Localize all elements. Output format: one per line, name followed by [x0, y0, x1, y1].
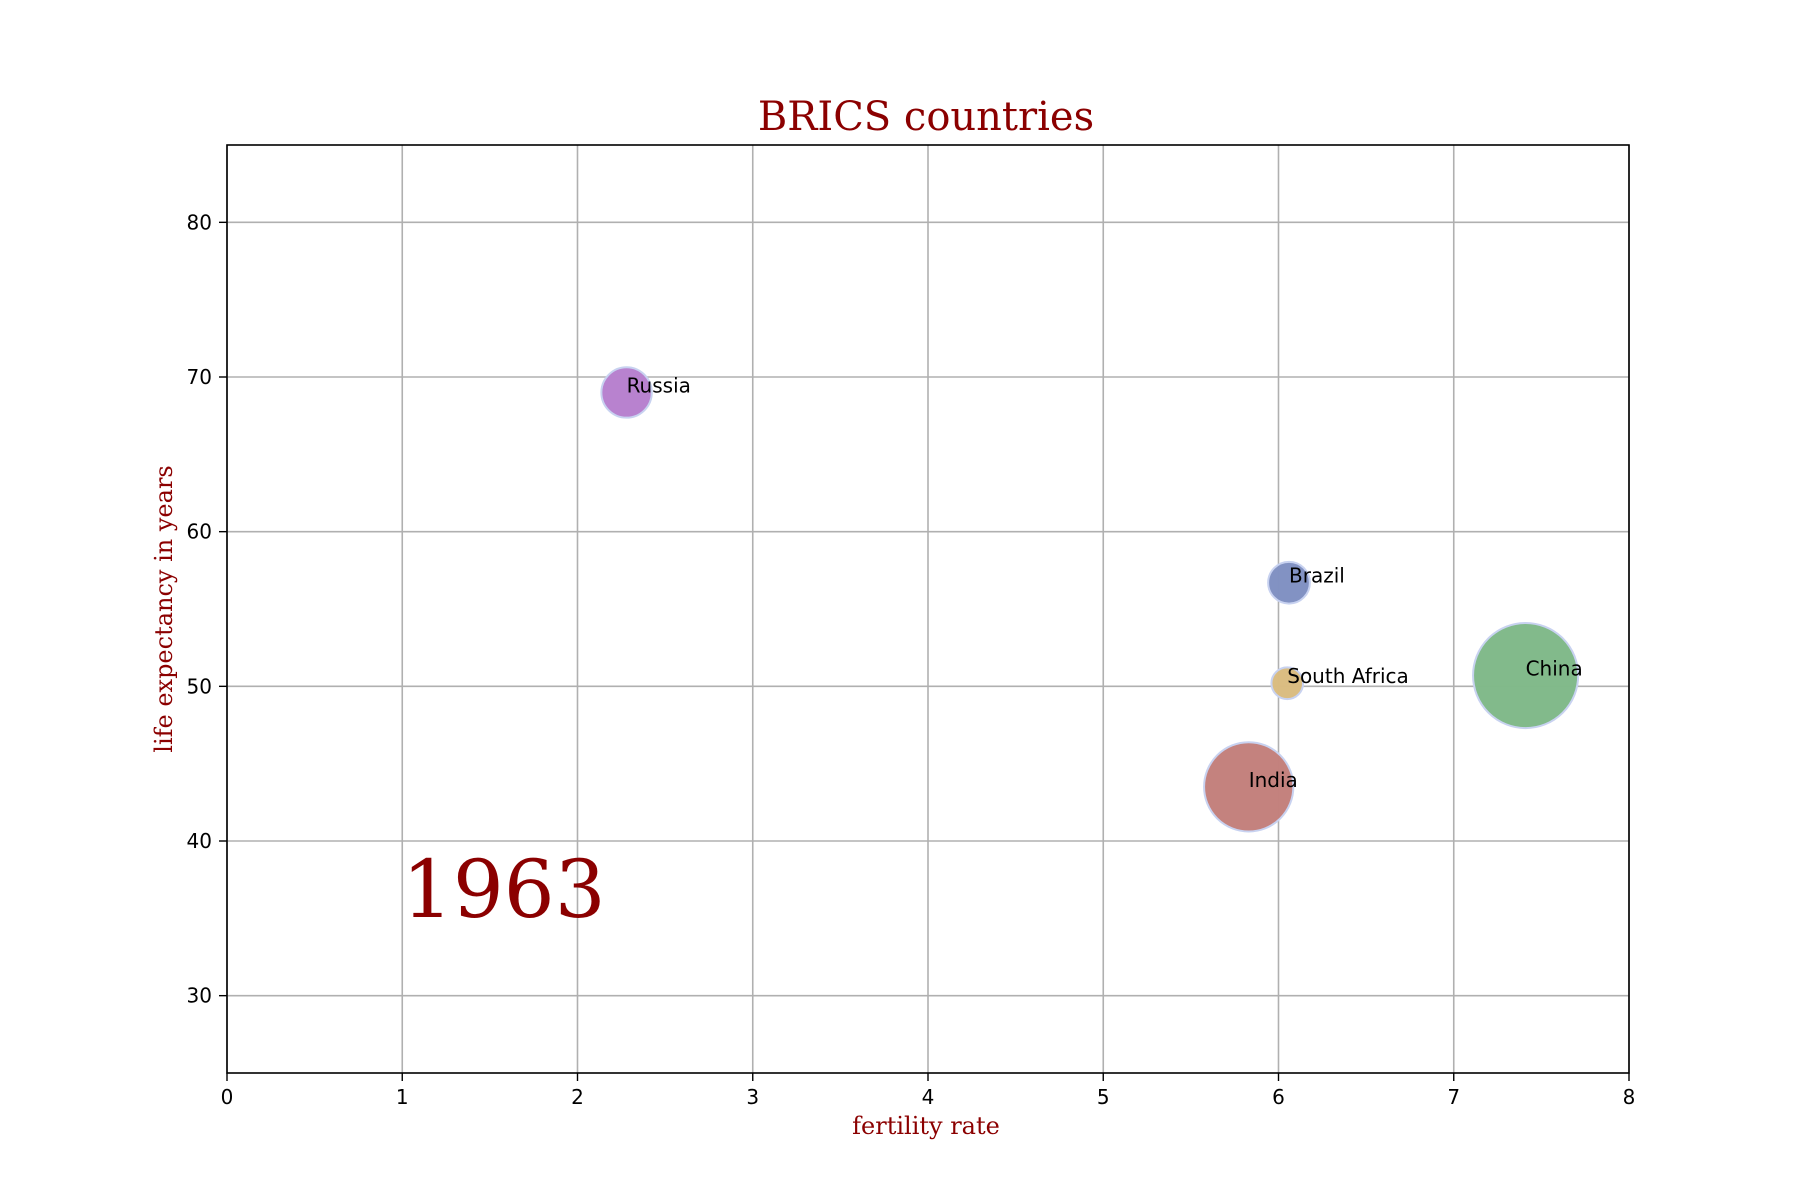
x-tick-label: 0: [221, 1085, 234, 1109]
y-tick-label: 70: [187, 365, 212, 389]
y-tick-label: 80: [187, 210, 212, 234]
y-tick-label: 60: [187, 520, 212, 544]
bubble-label-india: India: [1249, 768, 1298, 792]
year-annotation: 1963: [402, 843, 606, 936]
x-tick-label: 6: [1272, 1085, 1285, 1109]
x-tick-label: 1: [396, 1085, 409, 1109]
x-tick-label: 5: [1097, 1085, 1110, 1109]
bubble-russia: [600, 366, 653, 419]
bubble-china: [1472, 621, 1580, 730]
bubble-label-russia: Russia: [627, 373, 691, 397]
y-axis-label: life expectancy in years: [150, 465, 178, 752]
bubble-label-brazil: Brazil: [1289, 564, 1345, 588]
x-tick-label: 4: [922, 1085, 935, 1109]
x-tick-label: 7: [1447, 1085, 1460, 1109]
bubble-brazil: [1267, 560, 1311, 605]
bubble-india: [1203, 741, 1295, 833]
bubble-label-south-africa: South Africa: [1287, 664, 1409, 688]
bubble-south-africa: [1270, 666, 1305, 701]
x-tick-label: 8: [1623, 1085, 1636, 1109]
bubble-labels: Russia Brazil South Africa China India: [627, 373, 1583, 791]
x-tick-label: 3: [746, 1085, 759, 1109]
x-axis-label: fertility rate: [852, 1112, 1000, 1140]
y-tick-label: 40: [187, 829, 212, 853]
x-tick-label: 2: [571, 1085, 584, 1109]
bubbles: [600, 366, 1580, 833]
axis-ticks: 0 1 2 3 4 5 6 7 8 30 40 50 60 70 80: [187, 210, 1636, 1109]
y-tick-label: 50: [187, 674, 212, 698]
chart-title: BRICS countries: [758, 94, 1094, 140]
bubble-label-china: China: [1526, 657, 1583, 681]
y-tick-label: 30: [187, 984, 212, 1008]
grid: [226, 145, 1630, 1073]
